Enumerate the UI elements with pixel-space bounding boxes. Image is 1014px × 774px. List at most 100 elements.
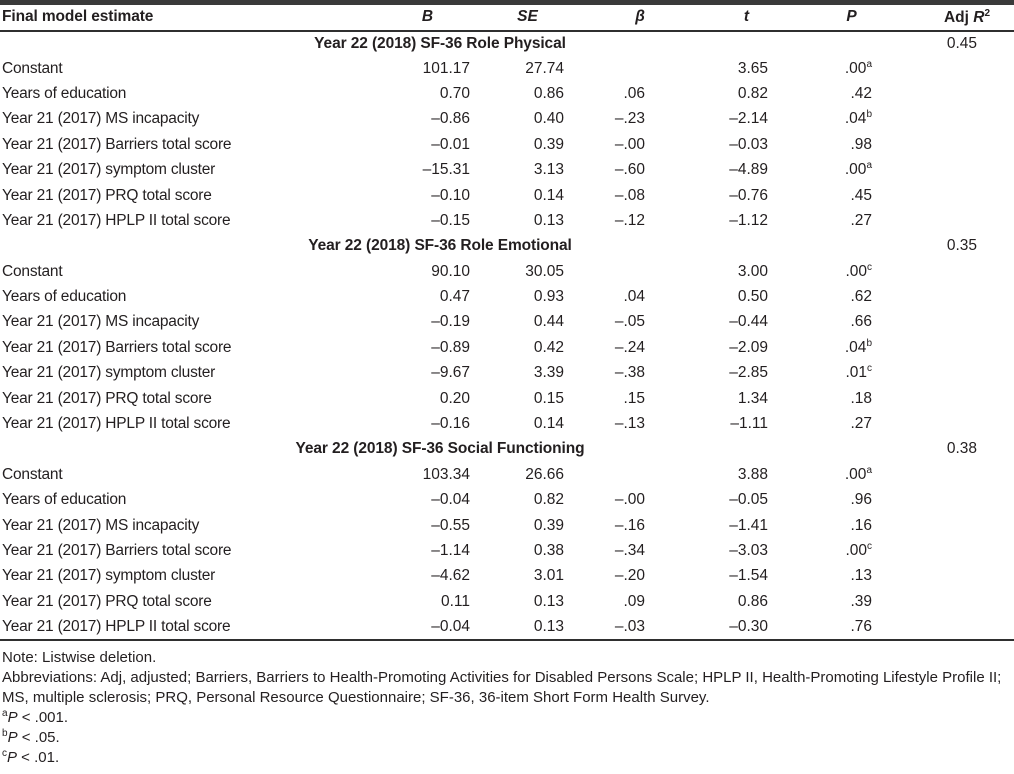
- cell-beta: –.34: [614, 542, 645, 559]
- cell-beta: –.23: [614, 110, 645, 128]
- cell-b: –0.10: [431, 186, 470, 204]
- cell-b: –0.89: [431, 338, 470, 356]
- significance-superscript: c: [867, 363, 872, 375]
- cell-se: 0.40: [533, 110, 564, 128]
- row-label: Year 21 (2017) symptom cluster: [2, 567, 216, 585]
- cell-b: –0.19: [431, 313, 470, 331]
- cell-b: –9.67: [431, 364, 470, 382]
- cell-adj-r2: [880, 361, 1014, 386]
- cell-beta: .09: [623, 592, 645, 610]
- significance-superscript: c: [867, 261, 872, 273]
- cell-se: 0.13: [533, 211, 564, 229]
- cell-t: –2.09: [729, 338, 768, 356]
- table-row: Year 21 (2017) symptom cluster –9.67 3.3…: [0, 361, 1014, 386]
- significance-note-a: aP < .001.: [2, 707, 69, 726]
- cell-t: 1.34: [737, 389, 768, 407]
- cell-b: 90.10: [431, 262, 470, 280]
- cell-adj-r2: [880, 107, 1014, 132]
- cell-t: –2.85: [729, 364, 768, 382]
- cell-t: –2.14: [729, 110, 768, 128]
- table-row: Year 21 (2017) MS incapacity –0.55 0.39 …: [0, 513, 1014, 538]
- cell-p: .00c: [845, 261, 872, 280]
- row-label: Years of education: [2, 491, 127, 509]
- cell-se: 0.14: [533, 415, 564, 433]
- cell-p: .39: [850, 592, 872, 610]
- row-label: Constant: [2, 262, 63, 280]
- cell-p: .96: [850, 491, 872, 509]
- cell-p: .18: [850, 389, 872, 407]
- cell-p: .00a: [844, 464, 872, 483]
- cell-se: 0.44: [533, 313, 564, 331]
- cell-t: –0.30: [729, 617, 768, 635]
- cell-t: 0.82: [737, 84, 768, 102]
- cell-adj-r2: 0.38: [946, 440, 977, 458]
- cell-se: 0.13: [533, 617, 564, 635]
- cell-t: –1.41: [729, 516, 768, 534]
- cell-adj-r2: [880, 259, 1014, 284]
- cell-b: 0.47: [439, 288, 470, 306]
- cell-t: 3.88: [737, 465, 768, 483]
- cell-adj-r2: [880, 132, 1014, 157]
- cell-se: 3.39: [533, 364, 564, 382]
- cell-se: 27.74: [525, 59, 564, 77]
- cell-b: –4.62: [431, 567, 470, 585]
- cell-p: .98: [850, 135, 872, 153]
- row-label: Year 21 (2017) PRQ total score: [2, 592, 212, 610]
- column-header-t: t: [655, 2, 778, 32]
- table-row: Years of education –0.04 0.82 –.00 –0.05…: [0, 488, 1014, 513]
- cell-se: 26.66: [525, 465, 564, 483]
- cell-se: 0.39: [533, 516, 564, 534]
- cell-b: –0.55: [431, 516, 470, 534]
- cell-p: .27: [850, 415, 872, 433]
- cell-p: .66: [850, 313, 872, 331]
- cell-se: 3.13: [533, 161, 564, 179]
- cell-t: –1.12: [729, 211, 768, 229]
- cell-adj-r2: [880, 157, 1014, 182]
- cell-b: –15.31: [422, 161, 470, 179]
- cell-beta: .04: [623, 288, 645, 306]
- table-row: Constant 101.17 27.74 3.65 .00a: [0, 56, 1014, 81]
- cell-t: 3.65: [737, 59, 768, 77]
- cell-adj-r2: [880, 411, 1014, 436]
- section-title: Year 22 (2018) SF-36 Role Emotional: [308, 237, 572, 255]
- section-header-row: Year 22 (2018) SF-36 Role Physical 0.45: [0, 31, 1014, 56]
- section-header-row: Year 22 (2018) SF-36 Social Functioning …: [0, 437, 1014, 462]
- cell-beta: –.60: [614, 161, 645, 179]
- column-header-final-model-estimate: Final model estimate: [0, 2, 375, 32]
- cell-p: .16: [850, 516, 872, 534]
- row-label: Year 21 (2017) symptom cluster: [2, 364, 216, 382]
- cell-adj-r2: 0.35: [946, 237, 977, 255]
- cell-beta: [575, 462, 655, 487]
- section-header-row: Year 22 (2018) SF-36 Role Emotional 0.35: [0, 234, 1014, 259]
- significance-superscript: c: [867, 540, 872, 552]
- cell-adj-r2: [880, 335, 1014, 360]
- cell-b: 0.20: [439, 389, 470, 407]
- table-row: Year 21 (2017) MS incapacity –0.86 0.40 …: [0, 107, 1014, 132]
- cell-beta: –.16: [614, 516, 645, 534]
- cell-beta: –.20: [614, 567, 645, 585]
- row-label: Constant: [2, 59, 63, 77]
- cell-b: –0.15: [431, 211, 470, 229]
- row-label: Year 21 (2017) Barriers total score: [2, 542, 232, 559]
- cell-adj-r2: [880, 56, 1014, 81]
- table-row: Year 21 (2017) symptom cluster –4.62 3.0…: [0, 564, 1014, 589]
- cell-se: 0.13: [533, 592, 564, 610]
- row-label: Year 21 (2017) symptom cluster: [2, 161, 216, 179]
- cell-se: 0.14: [533, 186, 564, 204]
- cell-p: .00c: [845, 540, 872, 559]
- cell-t: 0.50: [737, 288, 768, 306]
- row-label: Year 21 (2017) HPLP II total score: [2, 211, 231, 229]
- row-label: Year 21 (2017) PRQ total score: [2, 186, 212, 204]
- cell-b: 101.17: [422, 59, 470, 77]
- cell-p: .04b: [844, 337, 872, 356]
- cell-b: 103.34: [422, 465, 470, 483]
- significance-superscript: a: [866, 58, 872, 70]
- row-label: Year 21 (2017) MS incapacity: [2, 313, 200, 331]
- cell-beta: [575, 56, 655, 81]
- cell-adj-r2: [880, 462, 1014, 487]
- cell-beta: .06: [623, 84, 645, 102]
- significance-superscript: b: [866, 109, 872, 121]
- cell-t: –0.76: [729, 186, 768, 204]
- column-header-b: B: [375, 2, 480, 32]
- section-title: Year 22 (2018) SF-36 Role Physical: [314, 34, 566, 52]
